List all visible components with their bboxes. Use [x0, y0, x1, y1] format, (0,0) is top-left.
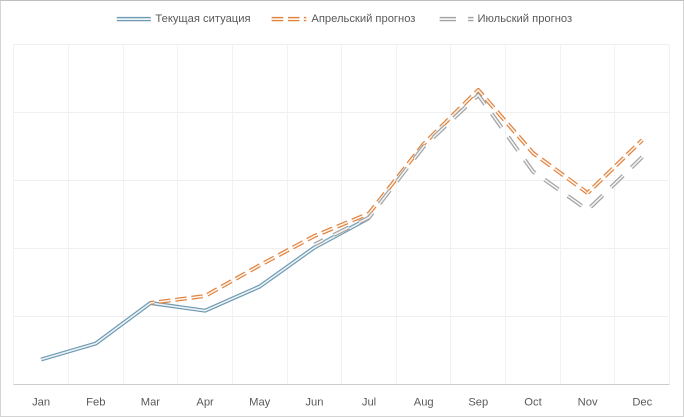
svg-text:Jun: Jun [305, 396, 323, 408]
svg-text:Feb: Feb [86, 396, 105, 408]
svg-text:Jan: Jan [32, 396, 50, 408]
svg-text:May: May [249, 396, 271, 408]
svg-text:Mar: Mar [141, 396, 161, 408]
svg-text:Июльский прогноз: Июльский прогноз [478, 13, 573, 25]
svg-text:Nov: Nov [578, 396, 598, 408]
svg-text:Dec: Dec [632, 396, 652, 408]
svg-text:Aug: Aug [414, 396, 434, 408]
svg-text:Sep: Sep [468, 396, 488, 408]
svg-text:Jul: Jul [362, 396, 376, 408]
svg-text:Апрельский прогноз: Апрельский прогноз [311, 13, 415, 25]
svg-text:Oct: Oct [524, 396, 542, 408]
svg-text:Apr: Apr [196, 396, 214, 408]
svg-text:Текущая ситуация: Текущая ситуация [155, 13, 250, 25]
